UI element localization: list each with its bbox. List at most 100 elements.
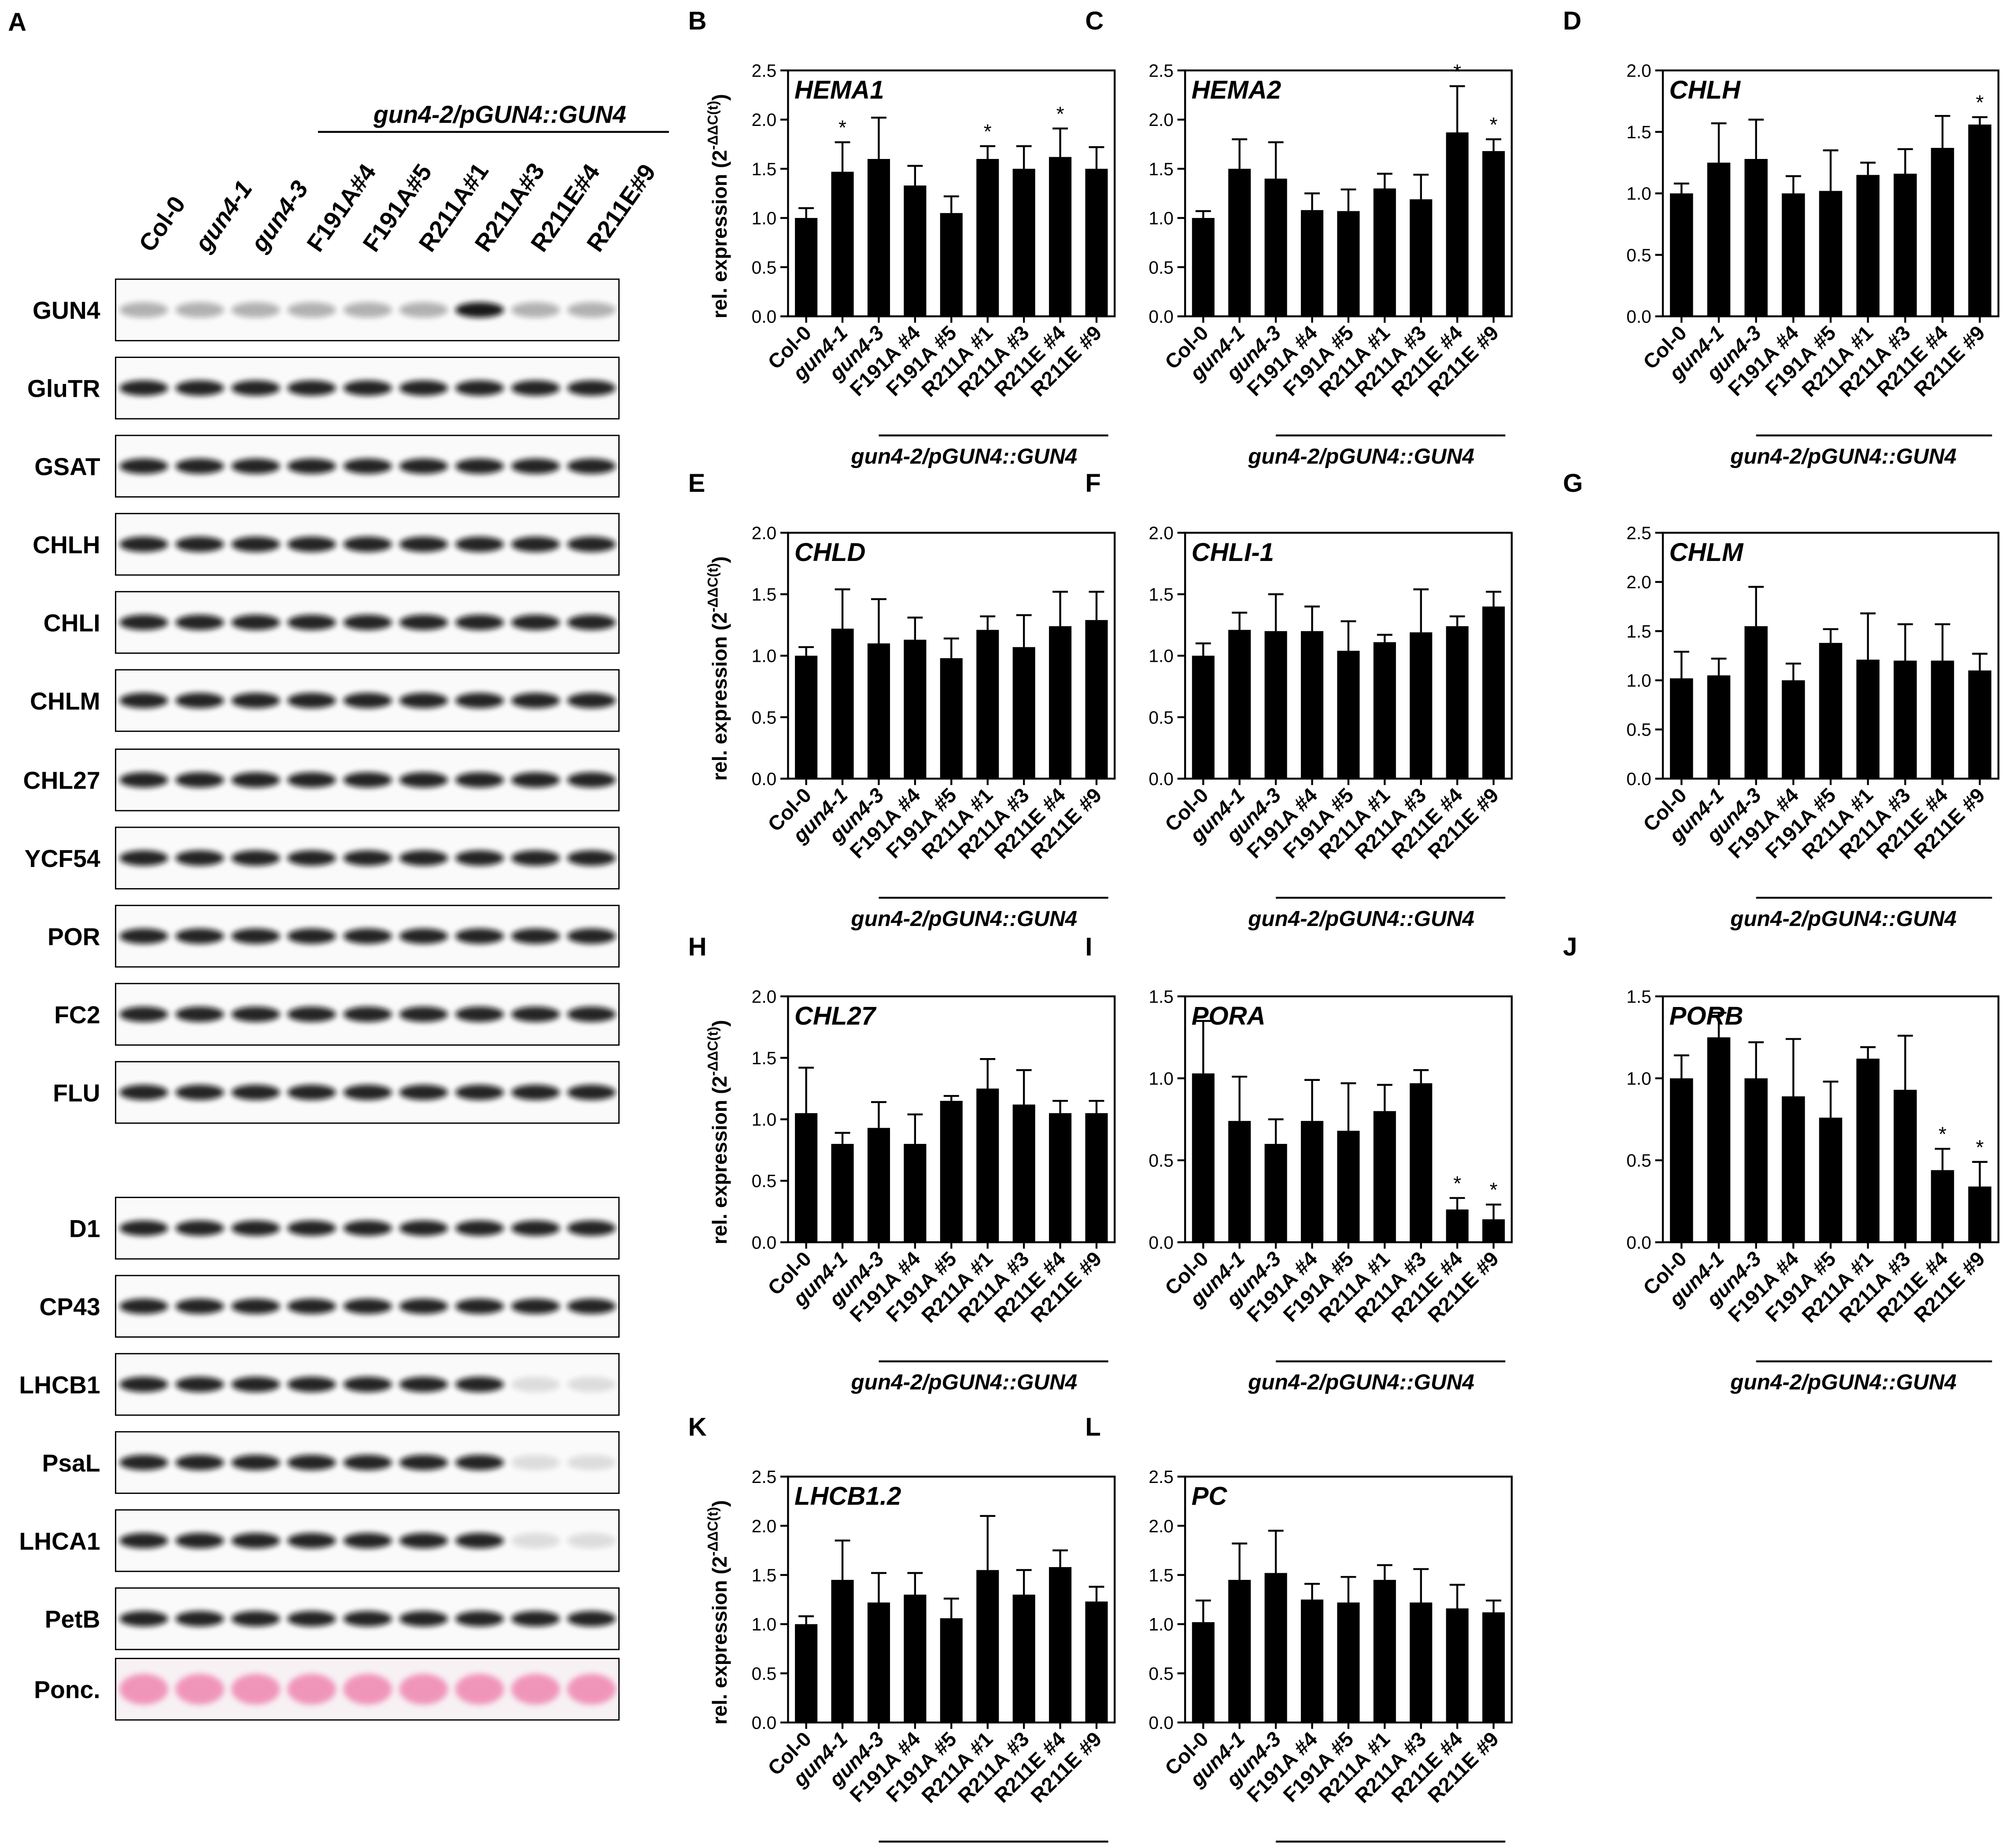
band <box>455 1455 504 1470</box>
bar <box>1085 1601 1108 1723</box>
y-axis-label-sup: -ΔΔC(t) <box>705 563 720 612</box>
error-bar <box>1089 146 1104 169</box>
y-tick-label: 0.0 <box>752 1232 777 1253</box>
panel-letter: L <box>1085 1413 1101 1441</box>
group-label: gun4-2/pGUN4::GUN4 <box>1248 907 1474 931</box>
y-axis-label-end: ) <box>708 1020 731 1027</box>
bar <box>1446 1209 1469 1243</box>
y-axis-label-text: rel. expression (2 <box>708 150 731 319</box>
error-bar <box>798 1615 814 1624</box>
y-tick-label: 1.5 <box>752 584 777 605</box>
error-bar <box>1377 634 1392 642</box>
band <box>119 928 168 944</box>
error-bar <box>1711 657 1727 675</box>
error-bar <box>1016 1569 1032 1595</box>
y-tick-label: 0.0 <box>1626 769 1651 789</box>
bar <box>795 1113 818 1243</box>
significance: * <box>1490 113 1498 136</box>
bar <box>1968 670 1991 779</box>
band <box>119 302 168 318</box>
band <box>119 1533 168 1549</box>
y-tick-label: 1.0 <box>1626 1069 1651 1089</box>
bar <box>1300 631 1324 779</box>
error-bar <box>1413 1568 1429 1603</box>
error-bar <box>1053 127 1068 157</box>
band <box>231 1455 280 1470</box>
bar <box>1337 1131 1360 1243</box>
error-bar <box>1016 1069 1032 1105</box>
significance: * <box>1976 1136 1984 1158</box>
y-tick-label: 2.0 <box>752 110 777 130</box>
bar <box>1782 680 1805 779</box>
error-bar <box>1268 1530 1284 1573</box>
band <box>399 928 448 944</box>
group-label: gun4-2/pGUN4::GUN4 <box>1730 1370 1957 1394</box>
error-bar <box>1016 145 1032 169</box>
panel-letter: E <box>688 469 705 498</box>
error-bar <box>798 1066 814 1114</box>
band <box>231 1007 280 1022</box>
y-tick-label: 0.0 <box>1626 1232 1651 1253</box>
band <box>399 1298 448 1314</box>
y-tick-label: 2.5 <box>752 1467 777 1487</box>
error-bar <box>798 646 814 656</box>
band <box>175 1376 224 1392</box>
error-bar <box>835 588 850 629</box>
y-tick-label: 1.5 <box>1626 621 1651 642</box>
band <box>231 772 280 788</box>
error-bar <box>871 598 886 644</box>
bar <box>867 159 890 317</box>
error-bar <box>1673 1054 1689 1078</box>
band <box>287 1007 336 1022</box>
band <box>399 1084 448 1100</box>
group-label: gun4-2/pGUN4::GUN4 <box>851 907 1078 931</box>
band <box>511 1220 560 1236</box>
band <box>455 772 504 788</box>
band <box>399 1220 448 1236</box>
y-tick-label: 2.5 <box>1626 523 1651 543</box>
bar <box>1300 1121 1324 1243</box>
y-tick-label: 0.0 <box>1149 1713 1174 1733</box>
y-tick-label: 2.0 <box>1149 523 1174 543</box>
bar <box>1049 1113 1072 1243</box>
y-tick-label: 1.0 <box>1149 1614 1174 1634</box>
error-bar <box>1785 175 1801 194</box>
band <box>511 615 560 630</box>
error-bar <box>1377 1084 1392 1111</box>
panel-letter: D <box>1563 7 1581 35</box>
bar <box>1337 1602 1360 1723</box>
band <box>343 615 392 630</box>
bar <box>1373 1580 1396 1723</box>
band <box>511 1007 560 1022</box>
bar <box>1085 1113 1108 1243</box>
band <box>119 380 168 396</box>
error-bar <box>1449 1197 1465 1210</box>
band <box>455 1533 504 1549</box>
band <box>455 1007 504 1022</box>
bar <box>1192 1073 1215 1243</box>
bar <box>1192 218 1215 317</box>
y-tick-label: 1.5 <box>752 1048 777 1068</box>
group-label: gun4-2/pGUN4::GUN4 <box>1248 444 1474 468</box>
band <box>511 928 560 944</box>
band <box>455 615 504 630</box>
error-bar <box>980 1058 996 1089</box>
bar <box>1446 132 1469 317</box>
error-bar <box>907 165 923 186</box>
band <box>343 1611 392 1627</box>
band <box>343 1674 392 1705</box>
band <box>343 850 392 866</box>
panel-letter: A <box>8 8 26 37</box>
bar <box>904 1594 927 1723</box>
significance: * <box>1976 91 1984 114</box>
error-bar <box>1413 1069 1429 1084</box>
error-bar <box>1486 1203 1502 1220</box>
band <box>231 380 280 396</box>
error-bar <box>1972 116 1988 125</box>
band <box>175 380 224 396</box>
error-bar <box>798 207 814 218</box>
error-bar <box>1304 605 1320 631</box>
band <box>175 1611 224 1627</box>
band <box>343 1220 392 1236</box>
error-bar <box>943 1095 959 1101</box>
